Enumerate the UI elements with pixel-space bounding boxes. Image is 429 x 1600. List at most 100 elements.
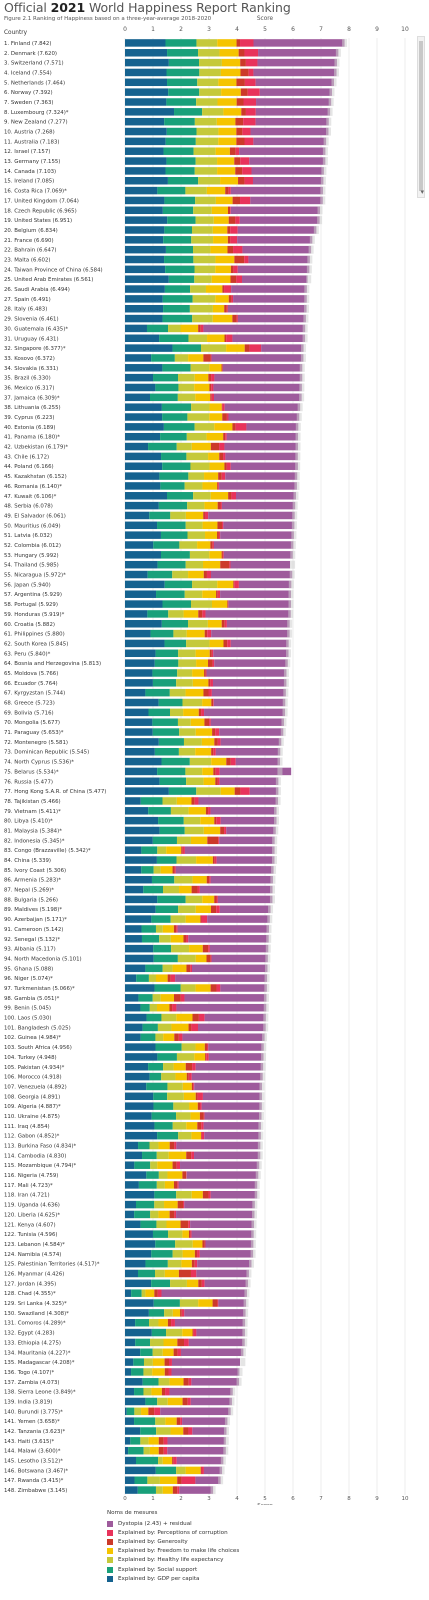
bar-segment-social — [137, 1486, 156, 1494]
legend-item-dystopia[interactable]: Dystopia (2.43) + residual — [107, 1519, 239, 1528]
bar-segment-corruption — [157, 1289, 162, 1297]
bar-segment-social — [157, 767, 186, 776]
bar-segment-gdp — [125, 1299, 154, 1307]
confidence-interval — [258, 1131, 264, 1140]
x-tick-label-top: 6 — [291, 26, 295, 33]
confidence-interval — [313, 225, 319, 235]
country-label: 139. India (3.819) — [4, 1399, 52, 1405]
legend-item-freedom[interactable]: Explained by: Freedom to make life choic… — [107, 1547, 239, 1556]
bar-segment-gdp — [125, 807, 149, 815]
bar-segment-corruption — [230, 226, 238, 234]
bar-segment-social — [137, 1269, 156, 1278]
bar-segment-corruption — [180, 1417, 183, 1425]
bar-segment-health — [158, 1171, 168, 1179]
bar-segment-generosity — [192, 1328, 194, 1337]
chart-legend: Noms de mesures Dystopia (2.43) + residu… — [107, 1510, 239, 1583]
bar-segment-social — [136, 1456, 159, 1465]
bar-segment-freedom — [182, 1082, 192, 1091]
bar-segment-social — [162, 314, 193, 323]
bar-segment-corruption — [197, 885, 200, 894]
bar-segment-generosity — [180, 1220, 189, 1229]
bar-segment-generosity — [235, 117, 244, 126]
legend-item-social[interactable]: Explained by: Social support — [107, 1565, 239, 1574]
bar-segment-gdp — [125, 1289, 132, 1297]
x-tick-label-bottom: 3 — [207, 1496, 211, 1502]
bar-segment-freedom — [217, 167, 236, 175]
country-label: 14. Canada (7.103) — [4, 169, 56, 175]
bar-segment-corruption — [173, 1456, 177, 1465]
bar-segment-generosity — [217, 482, 219, 490]
country-label: 50. Mauritius (6.049) — [4, 523, 61, 529]
bar-segment-gdp — [125, 836, 153, 845]
bar-segment-generosity — [204, 718, 210, 726]
scroll-down-icon[interactable]: ▾ — [420, 188, 424, 196]
bar-segment-corruption — [209, 718, 211, 726]
bar-segment-gdp — [125, 216, 168, 224]
legend-item-gdp[interactable]: Explained by: GDP per capita — [107, 1574, 239, 1583]
bar-segment-freedom — [180, 324, 199, 333]
bar-segment-dystopia — [223, 521, 295, 530]
bar-segment-corruption — [177, 1181, 179, 1189]
bar-segment-health — [150, 1210, 159, 1219]
bar-segment-corruption — [194, 797, 199, 805]
bar-segment-social — [161, 620, 189, 628]
bar-segment-generosity — [186, 964, 191, 973]
bar-segment-gdp — [125, 226, 165, 234]
bar-segment-social — [155, 905, 179, 913]
scrollbar-thumb[interactable] — [419, 41, 423, 191]
bar-segment-health — [176, 1053, 195, 1061]
bar-segment-social — [164, 285, 191, 293]
bar-segment-gdp — [125, 1240, 156, 1248]
legend-swatch — [107, 1566, 113, 1573]
bar-segment-dystopia — [213, 383, 302, 392]
bar-segment-generosity — [198, 324, 201, 333]
bar-segment-gdp — [125, 1269, 138, 1278]
confidence-interval — [243, 1298, 249, 1308]
bar-segment-social — [164, 117, 195, 126]
bar-segment-dystopia — [237, 265, 310, 274]
bar-segment-corruption — [244, 78, 256, 87]
chart-scrollbar[interactable] — [417, 36, 425, 198]
bar-segment-dystopia — [174, 1318, 246, 1327]
bar-segment-corruption — [165, 1387, 170, 1396]
country-label: 92. Senegal (5.132)* — [4, 937, 60, 943]
bar-segment-health — [191, 403, 210, 411]
legend-item-corruption[interactable]: Explained by: Perceptions of corruption — [107, 1528, 239, 1537]
confidence-interval — [261, 1052, 267, 1061]
bar-segment-gdp — [125, 285, 165, 293]
bar-segment-dystopia — [252, 177, 324, 185]
legend-swatch — [107, 1548, 113, 1555]
confidence-interval — [299, 373, 305, 382]
bar-segment-generosity — [191, 1082, 194, 1091]
bar-segment-freedom — [218, 78, 237, 87]
confidence-interval — [257, 1151, 263, 1160]
country-label: 68. Greece (5.723) — [4, 701, 55, 707]
bar-segment-gdp — [125, 994, 139, 1002]
bar-segment-health — [156, 1151, 169, 1160]
bar-segment-health — [187, 501, 205, 510]
bar-segment-social — [131, 1368, 144, 1376]
legend-label: Dystopia (2.43) + residual — [118, 1520, 192, 1527]
legend-item-health[interactable]: Explained by: Healthy life expectancy — [107, 1556, 239, 1565]
x-tick-label-top: 8 — [347, 26, 351, 33]
bar-segment-dystopia — [249, 157, 326, 165]
bar-segment-health — [191, 236, 214, 244]
country-label: 22. Bahrain (6.647) — [4, 248, 57, 254]
bar-segment-dystopia — [259, 88, 332, 96]
confidence-interval — [278, 737, 284, 746]
bar-segment-gdp — [125, 718, 153, 726]
country-label: 118. Iran (4.721) — [4, 1193, 50, 1199]
confidence-interval — [275, 796, 281, 805]
bar-segment-social — [155, 1466, 177, 1475]
bar-segment-gdp — [125, 1063, 149, 1071]
country-label: 122. Tunisia (4.596) — [4, 1232, 57, 1238]
bar-segment-freedom — [198, 1299, 213, 1307]
bar-segment-generosity — [197, 1102, 201, 1110]
bar-segment-health — [177, 669, 193, 677]
bar-segment-freedom — [159, 1476, 178, 1484]
confidence-interval — [296, 412, 302, 422]
bar-segment-corruption — [209, 875, 211, 884]
legend-item-generosity[interactable]: Explained by: Generosity — [107, 1537, 239, 1546]
bar-segment-dystopia — [205, 610, 291, 618]
bar-segment-freedom — [203, 826, 221, 835]
